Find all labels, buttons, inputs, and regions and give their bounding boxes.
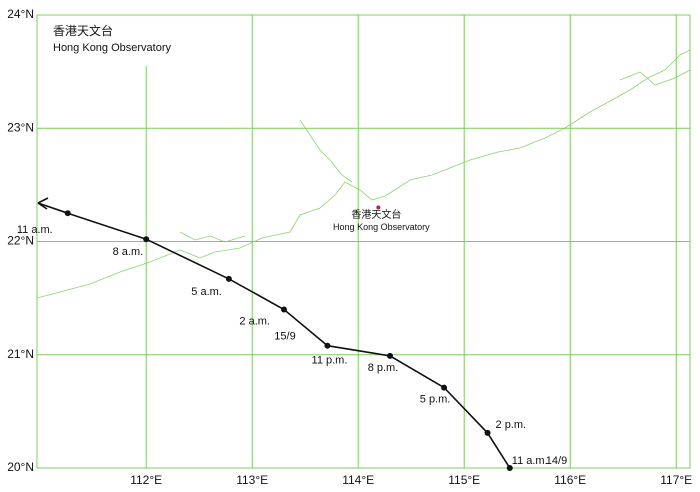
x-tick-label: 113°E bbox=[236, 473, 268, 487]
track-date-label: 15/9 bbox=[274, 330, 295, 342]
track-point bbox=[64, 210, 71, 217]
track-point bbox=[280, 306, 287, 313]
track-date-label: 14/9 bbox=[546, 455, 567, 467]
x-tick-label: 115°E bbox=[448, 473, 480, 487]
x-tick-label: 112°E bbox=[130, 473, 162, 487]
track-point bbox=[143, 236, 150, 243]
coastline bbox=[36, 49, 691, 299]
x-tick-label: 117°E bbox=[660, 473, 692, 487]
track-time-label: 8 a.m. bbox=[113, 246, 144, 258]
y-tick-label: 20°N bbox=[7, 460, 34, 474]
observatory-marker bbox=[376, 205, 381, 210]
track-point bbox=[484, 429, 491, 436]
title-en: Hong Kong Observatory bbox=[53, 42, 172, 54]
track-time-label: 11 p.m. bbox=[312, 355, 348, 367]
track-time-label: 5 a.m. bbox=[191, 286, 222, 298]
track-time-label: 11 a.m. bbox=[512, 455, 548, 467]
track-point bbox=[387, 352, 394, 359]
title-zh: 香港天文台 bbox=[53, 23, 113, 38]
track-point bbox=[506, 465, 513, 471]
track-arrow-head bbox=[37, 197, 49, 210]
y-tick-label: 24°N bbox=[7, 7, 34, 21]
track-time-label: 8 p.m. bbox=[368, 362, 399, 374]
x-tick-label: 114°E bbox=[342, 473, 374, 487]
y-tick-label: 21°N bbox=[7, 347, 34, 361]
track-point bbox=[441, 384, 448, 391]
observatory-label-zh: 香港天文台 bbox=[351, 208, 401, 221]
track-point bbox=[225, 275, 232, 282]
x-tick-label: 116°E bbox=[554, 473, 586, 487]
track-time-label: 5 p.m. bbox=[420, 393, 451, 405]
y-tick-label: 22°N bbox=[7, 234, 34, 248]
track-time-label: 11 a.m. bbox=[17, 224, 53, 236]
track-time-label: 2 p.m. bbox=[496, 419, 527, 431]
track-time-label: 2 a.m. bbox=[239, 315, 270, 327]
y-tick-label: 23°N bbox=[7, 120, 34, 134]
observatory-label-en: Hong Kong Observatory bbox=[333, 222, 430, 232]
track-point bbox=[324, 342, 331, 349]
track-arrow-line bbox=[37, 202, 69, 214]
